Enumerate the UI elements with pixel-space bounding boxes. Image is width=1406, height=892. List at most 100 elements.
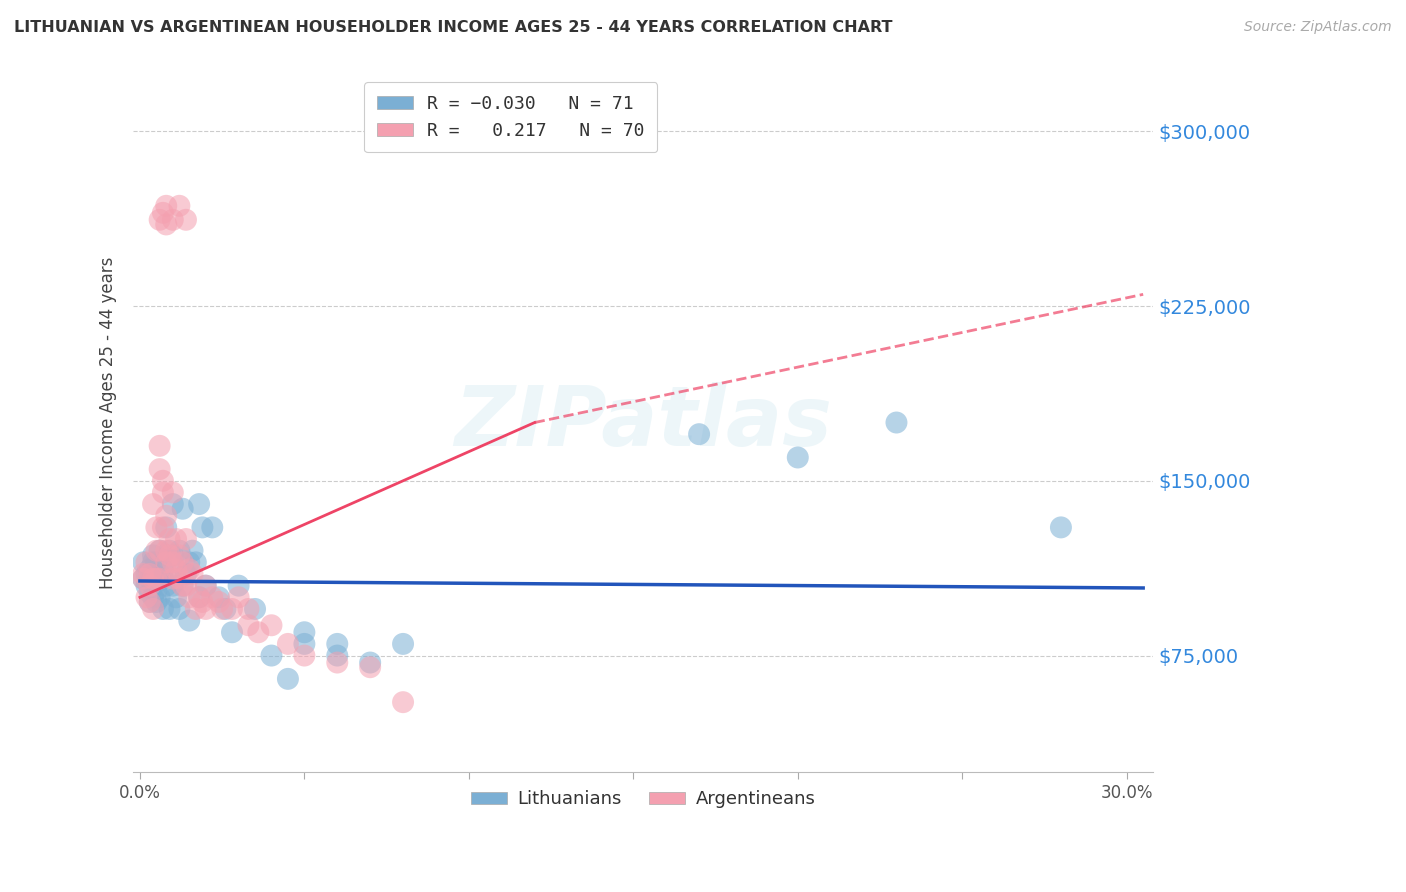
Point (145, 572, 167, 586)
Point (145, 583, 167, 598)
Point (139, 595, 162, 609)
Point (181, 543, 204, 558)
Point (208, 591, 231, 605)
Point (201, 591, 224, 605)
Point (149, 543, 172, 558)
Point (142, 579, 165, 593)
Text: Source: ZipAtlas.com: Source: ZipAtlas.com (1244, 20, 1392, 34)
Point (260, 618, 283, 632)
Point (179, 591, 201, 605)
Point (188, 591, 211, 605)
Point (247, 625, 270, 640)
Point (243, 602, 266, 616)
Point (145, 543, 167, 558)
Point (149, 591, 172, 605)
Point (174, 212, 197, 227)
Point (174, 532, 197, 546)
Point (142, 602, 165, 616)
Point (194, 579, 217, 593)
Point (211, 602, 233, 616)
Point (688, 427, 710, 442)
Point (139, 579, 162, 593)
Point (191, 520, 214, 534)
Point (155, 579, 177, 593)
Point (145, 572, 167, 586)
Point (886, 416, 908, 430)
Point (162, 549, 184, 563)
Point (169, 572, 191, 586)
Point (172, 579, 194, 593)
Point (135, 555, 157, 569)
Point (155, 555, 177, 569)
Point (228, 579, 250, 593)
Point (191, 595, 214, 609)
Point (132, 566, 155, 581)
Point (139, 572, 162, 586)
Point (149, 543, 172, 558)
Point (174, 579, 197, 593)
Point (162, 555, 184, 569)
Point (162, 485, 184, 500)
Point (277, 672, 299, 686)
Point (221, 625, 243, 640)
Point (135, 579, 157, 593)
Point (238, 602, 260, 616)
Point (238, 618, 260, 632)
Point (142, 572, 165, 586)
Point (184, 555, 207, 569)
Point (1050, 520, 1073, 534)
Point (145, 595, 167, 609)
Point (159, 543, 181, 558)
Point (184, 602, 207, 616)
Point (165, 532, 187, 546)
Point (139, 585, 162, 599)
Point (169, 602, 191, 616)
Point (194, 602, 217, 616)
Point (188, 497, 211, 511)
Point (165, 562, 187, 576)
Point (142, 591, 165, 605)
Point (172, 555, 194, 569)
Point (159, 532, 181, 546)
Point (194, 579, 217, 593)
Point (179, 614, 201, 628)
Point (159, 602, 181, 616)
Point (152, 520, 174, 534)
Point (359, 656, 381, 670)
Point (152, 206, 174, 220)
Point (292, 637, 315, 651)
Y-axis label: Householder Income Ages 25 - 44 years: Householder Income Ages 25 - 44 years (100, 256, 117, 589)
Point (188, 591, 211, 605)
Point (179, 562, 201, 576)
Point (149, 462, 172, 476)
Point (149, 439, 172, 453)
Point (159, 549, 181, 563)
Point (149, 566, 172, 581)
Point (132, 572, 155, 586)
Point (165, 562, 187, 576)
Point (145, 520, 167, 534)
Point (149, 572, 172, 586)
Text: ZIPatlas: ZIPatlas (454, 382, 832, 463)
Point (169, 199, 191, 213)
Point (169, 549, 191, 563)
Point (155, 218, 177, 232)
Point (162, 212, 184, 227)
Text: LITHUANIAN VS ARGENTINEAN HOUSEHOLDER INCOME AGES 25 - 44 YEARS CORRELATION CHAR: LITHUANIAN VS ARGENTINEAN HOUSEHOLDER IN… (14, 20, 893, 35)
Point (392, 637, 415, 651)
Legend: Lithuanians, Argentineans: Lithuanians, Argentineans (464, 783, 823, 815)
Point (277, 637, 299, 651)
Point (172, 501, 194, 516)
Point (326, 648, 349, 663)
Point (214, 602, 236, 616)
Point (155, 520, 177, 534)
Point (179, 555, 201, 569)
Point (260, 648, 283, 663)
Point (208, 595, 231, 609)
Point (152, 562, 174, 576)
Point (162, 497, 184, 511)
Point (149, 212, 172, 227)
Point (132, 555, 155, 569)
Point (139, 595, 162, 609)
Point (135, 566, 157, 581)
